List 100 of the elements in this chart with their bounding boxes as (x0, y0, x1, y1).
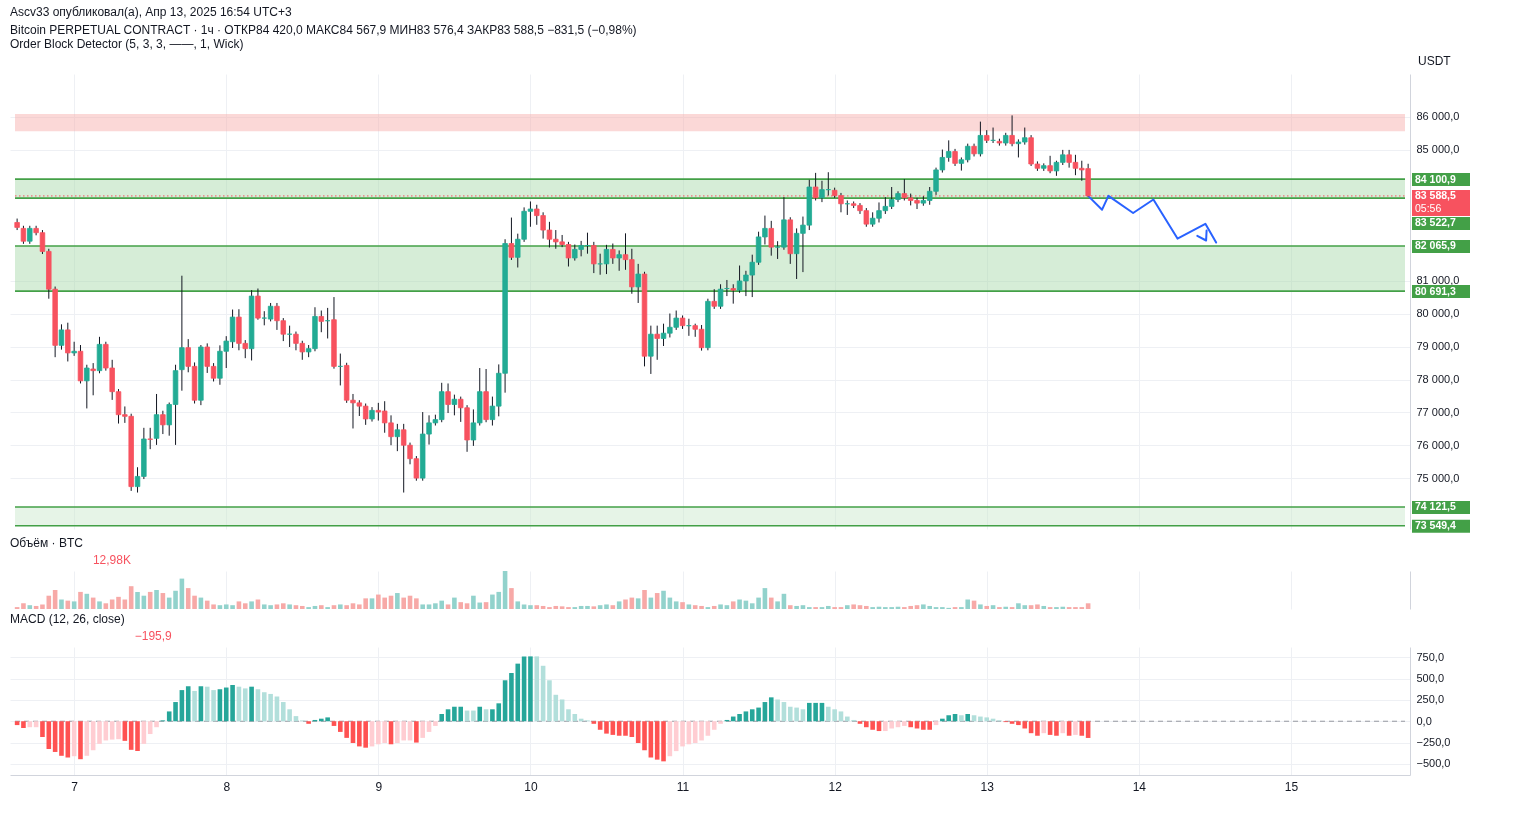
bar (331, 605, 337, 609)
candlestick (648, 325, 654, 375)
bar (680, 602, 685, 609)
bar (1085, 603, 1091, 609)
bar (914, 605, 920, 609)
candlestick (730, 283, 736, 305)
bar (369, 598, 375, 609)
bar (242, 688, 248, 722)
bar (1079, 721, 1085, 736)
bar (420, 721, 426, 738)
x-tick-label: 14 (1132, 779, 1147, 794)
bar (59, 599, 64, 609)
bar (604, 721, 609, 734)
bar (483, 602, 489, 609)
bar (21, 721, 26, 729)
bar (984, 605, 990, 609)
bar (458, 602, 464, 609)
candlestick (318, 310, 325, 333)
candlestick (603, 244, 610, 275)
bar (350, 603, 356, 609)
bar (27, 721, 33, 728)
bar (1028, 605, 1034, 609)
bar (217, 605, 223, 609)
text: 05:56 (1415, 202, 1442, 215)
bar (775, 699, 780, 722)
bar (116, 596, 121, 609)
candlestick (717, 283, 724, 310)
bar (597, 721, 603, 730)
ref-line-label: 82 065,9 (1415, 239, 1457, 252)
chart-title: MACD (12, 26, close) (10, 612, 125, 626)
candlestick (451, 394, 458, 416)
bar (185, 686, 191, 722)
candlestick (711, 288, 717, 310)
bar (71, 601, 77, 609)
bar (864, 605, 869, 609)
bar (192, 690, 197, 722)
bar (965, 713, 971, 722)
y-tick-label: −500,0 (1416, 757, 1451, 770)
bar (857, 721, 863, 724)
candlestick (160, 410, 166, 435)
candlestick (255, 288, 261, 321)
bar (534, 656, 540, 722)
bar (1035, 604, 1040, 609)
ref-line-label: 83 522,7 (1415, 216, 1457, 229)
x-tick-label: 8 (223, 779, 231, 794)
bar (730, 601, 736, 609)
bar (116, 721, 121, 740)
bar (59, 721, 64, 756)
bar (851, 604, 856, 609)
candlestick (394, 423, 401, 452)
bar (464, 603, 470, 609)
candlestick (153, 393, 160, 446)
candlestick (20, 225, 27, 245)
bar (509, 588, 514, 609)
candlestick (71, 341, 77, 357)
candlestick (58, 323, 65, 351)
bar (737, 599, 742, 609)
bar (768, 597, 774, 609)
candlestick (147, 427, 153, 450)
bar (1054, 721, 1059, 736)
bar (299, 605, 305, 609)
bar (1060, 721, 1066, 734)
y-tick-label: 80 000,0 (1416, 307, 1460, 320)
y-tick-label: 250,0 (1416, 693, 1445, 706)
bar (426, 604, 432, 609)
candlestick (27, 225, 33, 245)
bar (711, 605, 717, 609)
y-tick-label: 85 000,0 (1416, 143, 1460, 156)
ref-line-label: 74 121,5 (1415, 500, 1457, 513)
candlestick (84, 364, 90, 409)
bar (591, 606, 597, 609)
bar (623, 721, 628, 736)
bar (559, 606, 565, 609)
bar (78, 721, 83, 760)
text: 12,98K (92, 553, 131, 567)
bar (135, 721, 140, 752)
bar (280, 603, 286, 609)
bar (978, 604, 983, 609)
candlestick (597, 253, 603, 276)
bar (433, 721, 438, 726)
y-tick-label: 750,0 (1416, 650, 1445, 663)
bar (401, 597, 406, 609)
bar (990, 605, 996, 609)
bar (775, 601, 780, 609)
bar (439, 713, 445, 722)
bar (420, 604, 426, 609)
bar (724, 605, 730, 609)
bar (154, 590, 159, 609)
candlestick (90, 362, 96, 396)
candlestick (610, 243, 616, 265)
text: Ascv33 опубликовал(а), Апр 13, 2025 16:54 UTC+3 (9, 4, 293, 21)
bar (154, 721, 159, 728)
bar (591, 721, 597, 724)
y-tick-label: −250,0 (1416, 736, 1451, 749)
bar (426, 721, 432, 732)
bar (597, 605, 603, 609)
candlestick (179, 275, 185, 392)
bar (794, 605, 799, 609)
chart-subtitle: Order Block Detector (5, 3, 3, ——, 1, Wick) (10, 37, 244, 51)
text: −195,9 (134, 629, 173, 643)
